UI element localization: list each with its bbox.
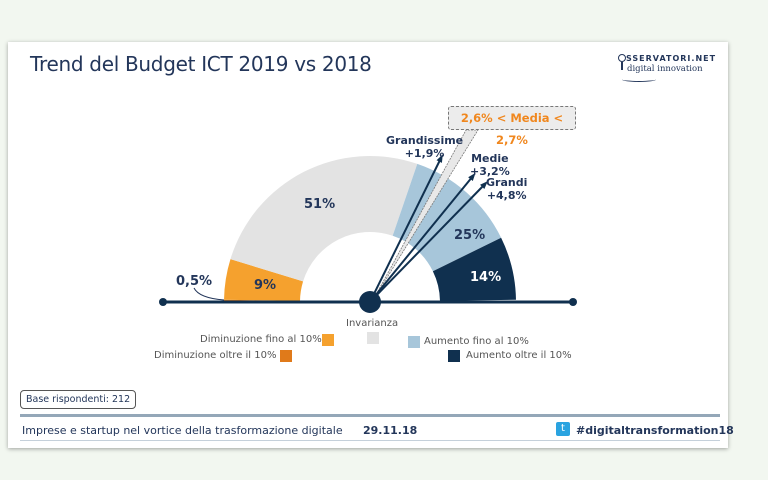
legend-aum-fino: Aumento fino al 10% (424, 336, 529, 347)
slide: Trend del Budget ICT 2019 vs 2018 SSERVA… (8, 42, 734, 448)
pointer-label-medie: Medie +3,2% (470, 152, 510, 178)
osservatori-logo: SSERVATORI.NET digital innovation (618, 54, 718, 90)
footer-date: 29.11.18 (363, 424, 418, 437)
gauge-segment-2 (230, 156, 418, 282)
segment-label-0: 0,5% (176, 274, 213, 289)
pointer-arrow-0 (369, 157, 442, 303)
pointer-label-grandissime: Grandissime +1,9% (386, 134, 464, 160)
axis-end-left (159, 298, 167, 306)
base-rispondenti: Base rispondenti: 212 (20, 390, 137, 409)
gauge-segment-4 (432, 237, 516, 301)
legend-swatch-aum-oltre (448, 350, 460, 362)
arrowhead-icon-2 (480, 181, 488, 189)
footer-divider (20, 414, 720, 417)
pointer-arrow-1 (369, 175, 474, 303)
twitter-icon[interactable]: t (556, 422, 570, 436)
gauge-hub (359, 291, 381, 313)
footer-bottom-line (20, 440, 720, 441)
legend-swatch-invarianza (367, 332, 379, 344)
segment-label-3: 25% (454, 228, 486, 243)
segment-label-2: 51% (304, 197, 336, 212)
legend-invarianza: Invarianza (346, 318, 399, 329)
arrowhead-icon-0 (436, 154, 443, 163)
legend-dim-oltre: Diminuzione oltre il 10% (154, 350, 277, 361)
pointer-label-grandi: Grandi +4,8% (486, 176, 528, 202)
gauge-chart (159, 129, 577, 313)
gauge-segment-3 (392, 163, 502, 272)
footer-text: Imprese e startup nel vortice della tras… (22, 424, 343, 437)
segment-label-4: 14% (470, 270, 502, 285)
legend-swatch-dim-oltre (280, 350, 292, 362)
pin-icon (618, 54, 626, 62)
footer-hashtag[interactable]: #digitaltransformation18 (576, 424, 734, 437)
arrowhead-icon-1 (468, 172, 476, 181)
legend-aum-oltre: Aumento oltre il 10% (466, 350, 572, 361)
legend-dim-fino: Diminuzione fino al 10% (200, 334, 322, 345)
pointer-arrow-2 (369, 183, 486, 303)
legend-swatch-dim-fino (322, 334, 334, 346)
media-wedge (371, 129, 479, 303)
segment-label-1: 9% (254, 278, 277, 293)
axis-end-right (569, 298, 577, 306)
leader-line (193, 287, 225, 301)
media-annotation: 2,6% < Media < 2,7% (448, 106, 576, 147)
slide-title: Trend del Budget ICT 2019 vs 2018 (30, 52, 372, 76)
legend-swatch-aum-fino (408, 336, 420, 348)
gauge-segment-1 (224, 259, 304, 301)
